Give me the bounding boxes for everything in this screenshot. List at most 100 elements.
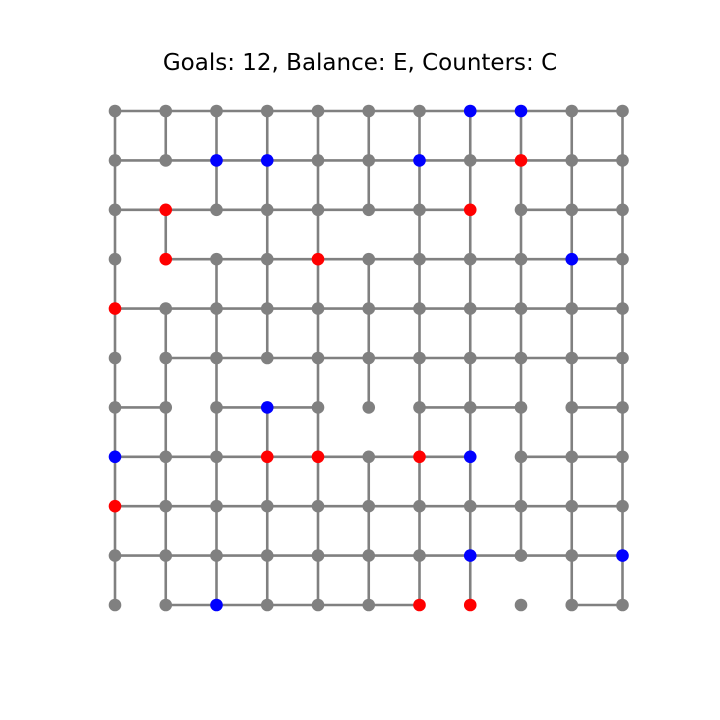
node-empty-4-6[interactable] (413, 302, 426, 315)
node-empty-1-5[interactable] (362, 154, 376, 167)
node-empty-4-4[interactable] (311, 302, 325, 315)
node-empty-7-1[interactable] (159, 450, 173, 464)
node-empty-10-0[interactable] (108, 598, 122, 612)
node-empty-8-7[interactable] (463, 499, 477, 513)
node-blue-9-7[interactable] (463, 549, 477, 562)
node-empty-6-5[interactable] (362, 401, 376, 414)
node-empty-2-3[interactable] (260, 203, 274, 217)
node-empty-5-4[interactable] (311, 351, 325, 365)
node-empty-10-8[interactable] (514, 598, 528, 612)
node-empty-8-9[interactable] (565, 499, 579, 513)
node-empty-7-10[interactable] (616, 450, 629, 464)
node-empty-1-10[interactable] (616, 154, 629, 167)
node-blue-1-3[interactable] (260, 154, 274, 167)
node-empty-3-3[interactable] (260, 252, 274, 266)
node-blue-6-3[interactable] (260, 401, 274, 414)
node-empty-3-2[interactable] (210, 252, 223, 266)
node-blue-3-9[interactable] (565, 252, 579, 266)
node-empty-8-8[interactable] (514, 499, 528, 513)
node-empty-10-5[interactable] (362, 598, 376, 612)
node-empty-1-4[interactable] (311, 154, 325, 167)
node-empty-4-5[interactable] (362, 302, 376, 315)
node-empty-5-6[interactable] (413, 351, 426, 365)
node-empty-8-6[interactable] (413, 499, 426, 513)
node-empty-2-5[interactable] (362, 203, 376, 217)
node-empty-7-2[interactable] (210, 450, 223, 464)
node-empty-9-1[interactable] (159, 549, 173, 562)
node-empty-9-6[interactable] (413, 549, 426, 562)
node-empty-3-6[interactable] (413, 252, 426, 266)
node-blue-7-7[interactable] (463, 450, 477, 464)
node-empty-0-5[interactable] (362, 104, 376, 118)
node-blue-10-2[interactable] (210, 598, 223, 612)
node-empty-10-1[interactable] (159, 598, 173, 612)
node-empty-7-9[interactable] (565, 450, 579, 464)
node-empty-4-9[interactable] (565, 302, 579, 315)
node-empty-5-5[interactable] (362, 351, 376, 365)
node-empty-7-5[interactable] (362, 450, 376, 464)
node-empty-3-5[interactable] (362, 252, 376, 266)
node-red-2-1[interactable] (159, 203, 173, 217)
node-empty-8-10[interactable] (616, 499, 629, 513)
node-empty-8-2[interactable] (210, 499, 223, 513)
node-empty-8-4[interactable] (311, 499, 325, 513)
node-blue-7-0[interactable] (108, 450, 122, 464)
node-empty-0-2[interactable] (210, 104, 223, 118)
node-empty-4-8[interactable] (514, 302, 528, 315)
node-empty-1-0[interactable] (108, 154, 122, 167)
node-empty-6-1[interactable] (159, 401, 173, 414)
node-empty-10-3[interactable] (260, 598, 274, 612)
node-empty-6-9[interactable] (565, 401, 579, 414)
node-blue-1-2[interactable] (210, 154, 223, 167)
node-red-7-3[interactable] (260, 450, 274, 464)
node-empty-5-1[interactable] (159, 351, 173, 365)
node-empty-6-0[interactable] (108, 401, 122, 414)
node-red-10-7[interactable] (463, 598, 477, 612)
node-empty-5-2[interactable] (210, 351, 223, 365)
node-empty-6-8[interactable] (514, 401, 528, 414)
node-red-7-4[interactable] (311, 450, 325, 464)
node-red-3-4[interactable] (311, 252, 325, 266)
node-empty-0-6[interactable] (413, 104, 426, 118)
node-empty-3-8[interactable] (514, 252, 528, 266)
node-empty-1-9[interactable] (565, 154, 579, 167)
node-red-3-1[interactable] (159, 252, 173, 266)
node-empty-10-10[interactable] (616, 598, 629, 612)
node-blue-0-8[interactable] (514, 104, 528, 118)
node-empty-10-9[interactable] (565, 598, 579, 612)
node-empty-9-4[interactable] (311, 549, 325, 562)
node-blue-0-7[interactable] (463, 104, 477, 118)
node-red-2-7[interactable] (463, 203, 477, 217)
node-red-7-6[interactable] (413, 450, 426, 464)
node-empty-2-8[interactable] (514, 203, 528, 217)
node-empty-6-10[interactable] (616, 401, 629, 414)
node-empty-3-7[interactable] (463, 252, 477, 266)
node-red-10-6[interactable] (413, 598, 426, 612)
node-empty-2-2[interactable] (210, 203, 223, 217)
node-empty-2-6[interactable] (413, 203, 426, 217)
node-empty-2-10[interactable] (616, 203, 629, 217)
node-empty-3-10[interactable] (616, 252, 629, 266)
node-empty-1-1[interactable] (159, 154, 173, 167)
node-empty-0-3[interactable] (260, 104, 274, 118)
node-empty-4-7[interactable] (463, 302, 477, 315)
node-empty-2-9[interactable] (565, 203, 579, 217)
node-empty-5-10[interactable] (616, 351, 629, 365)
node-empty-8-1[interactable] (159, 499, 173, 513)
node-empty-4-3[interactable] (260, 302, 274, 315)
node-empty-0-4[interactable] (311, 104, 325, 118)
node-empty-7-8[interactable] (514, 450, 528, 464)
node-red-1-8[interactable] (514, 154, 528, 167)
node-empty-0-10[interactable] (616, 104, 629, 118)
node-empty-5-8[interactable] (514, 351, 528, 365)
node-empty-8-5[interactable] (362, 499, 376, 513)
node-empty-6-2[interactable] (210, 401, 223, 414)
node-blue-9-10[interactable] (616, 549, 629, 562)
node-empty-9-5[interactable] (362, 549, 376, 562)
node-empty-6-4[interactable] (311, 401, 325, 414)
node-empty-6-7[interactable] (463, 401, 477, 414)
node-red-4-0[interactable] (108, 302, 122, 315)
node-empty-5-7[interactable] (463, 351, 477, 365)
node-empty-8-3[interactable] (260, 499, 274, 513)
